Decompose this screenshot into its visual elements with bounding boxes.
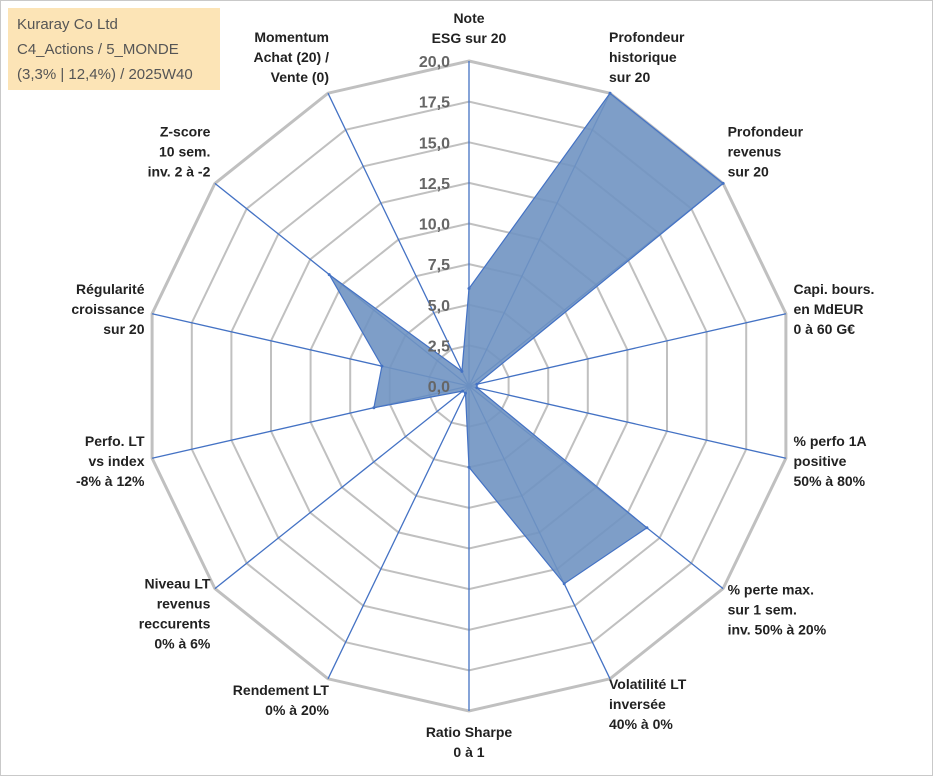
axis-label-line: Profondeur: [609, 29, 685, 45]
axis-line-9: [214, 385, 470, 590]
axis-label-line: Momentum: [254, 29, 329, 45]
axis-label-line: inversée: [609, 696, 666, 712]
axis-label-line: inv. 2 à -2: [148, 163, 211, 179]
data-point-2: [721, 181, 725, 185]
axis-label-line: Achat (20) /: [254, 49, 330, 65]
tick-label: 15,0: [419, 135, 450, 152]
axis-label-9: Niveau LT revenus reccurents 0% à 6%: [139, 576, 211, 652]
axis-label-line: Niveau LT: [145, 576, 211, 592]
axis-line-3: [468, 313, 787, 387]
axis-label-line: Volatilité LT: [609, 676, 687, 692]
axis-label-line: en MdEUR: [794, 301, 864, 317]
category-label: C4_Actions / 5_MONDE: [17, 41, 179, 58]
series-area: [328, 92, 725, 585]
axis-label-1: Profondeur historique sur 20: [609, 29, 685, 85]
tick-label: 12,5: [419, 176, 450, 193]
data-point-10: [372, 406, 376, 410]
info-box: Kuraray Co Ltd C4_Actions / 5_MONDE (3,3…: [8, 8, 220, 90]
axis-label-line: sur 1 sem.: [728, 602, 797, 618]
axis-label-line: 0% à 6%: [154, 636, 211, 652]
data-point-5: [645, 526, 649, 530]
axis-label-6: Volatilité LT inversée 40% à 0%: [609, 676, 687, 732]
axis-label-line: 0% à 20%: [265, 702, 329, 718]
axis-label-line: Rendement LT: [233, 682, 330, 698]
axis-label-line: 0 à 1: [453, 744, 484, 760]
axis-label-8: Rendement LT 0% à 20%: [233, 682, 330, 718]
axis-label-line: Profondeur: [728, 123, 804, 139]
data-point-8: [464, 391, 467, 395]
radar-series: [327, 91, 725, 586]
axis-label-line: Régularité: [76, 281, 145, 297]
company-name: Kuraray Co Ltd: [17, 16, 118, 33]
axis-label-line: reccurents: [139, 616, 211, 632]
tick-label: 0,0: [428, 379, 450, 396]
axis-label-line: sur 20: [609, 69, 650, 85]
tick-label: 7,5: [428, 257, 450, 274]
data-point-4: [475, 386, 479, 390]
axis-label-3: Capi. bours. en MdEUR 0 à 60 G€: [794, 281, 875, 337]
tick-label: 20,0: [419, 54, 450, 71]
axis-label-line: sur 20: [103, 321, 144, 337]
axis-label-line: historique: [609, 49, 677, 65]
axis-label-line: Perfo. LT: [85, 433, 145, 449]
axis-label-10: Perfo. LT vs index -8% à 12%: [76, 433, 145, 489]
axis-label-line: 0 à 60 G€: [794, 321, 856, 337]
axis-label-line: 40% à 0%: [609, 716, 673, 732]
axis-label-line: Ratio Sharpe: [426, 724, 513, 740]
details-label: (3,3% | 12,4%) / 2025W40: [17, 66, 193, 83]
axis-label-line: vs index: [88, 453, 144, 469]
data-point-11: [380, 364, 384, 368]
axis-label-5: % perte max. sur 1 sem. inv. 50% à 20%: [728, 582, 827, 638]
data-point-9: [461, 389, 465, 393]
axis-label-line: 50% à 80%: [794, 473, 866, 489]
radar-tick-labels: 0,0 2,5 5,0 7,5 10,0 12,5 15,0 17,5 20,0: [419, 54, 450, 396]
axis-label-4: % perfo 1A positive 50% à 80%: [794, 433, 867, 489]
data-point-7: [467, 465, 471, 469]
axis-label-line: Capi. bours.: [794, 281, 875, 297]
axis-label-line: % perte max.: [728, 582, 814, 598]
axis-label-7: Ratio Sharpe 0 à 1: [426, 724, 513, 760]
axis-label-11: Régularité croissance sur 20: [71, 281, 144, 337]
axis-label-13: Momentum Achat (20) / Vente (0): [254, 29, 330, 85]
tick-label: 10,0: [419, 217, 450, 234]
axis-label-line: inv. 50% à 20%: [728, 622, 827, 638]
tick-label: 2,5: [428, 338, 450, 355]
axis-label-line: croissance: [71, 301, 144, 317]
data-point-6: [562, 582, 566, 586]
tick-label: 17,5: [419, 95, 450, 112]
data-point-12: [327, 273, 331, 277]
data-point-0: [467, 287, 471, 290]
axis-label-line: Note: [453, 10, 484, 26]
axis-label-line: revenus: [728, 143, 782, 159]
data-point-3: [475, 382, 479, 386]
axis-label-line: Vente (0): [271, 69, 329, 85]
axis-label-12: Z-score 10 sem. inv. 2 à -2: [148, 123, 211, 179]
data-point-13: [460, 369, 464, 373]
axis-line-8: [327, 385, 470, 680]
axis-line-4: [468, 385, 787, 459]
axis-label-line: positive: [794, 453, 847, 469]
data-point-1: [608, 91, 612, 95]
axis-label-line: % perfo 1A: [794, 433, 867, 449]
radar-axis-labels: Note ESG sur 20 Profondeur historique sur 20…: [71, 10, 874, 760]
axis-label-line: Z-score: [160, 123, 211, 139]
axis-label-line: ESG sur 20: [432, 30, 507, 46]
axis-label-line: sur 20: [728, 163, 769, 179]
axis-label-line: revenus: [157, 596, 211, 612]
axis-label-line: 10 sem.: [159, 143, 210, 159]
tick-label: 5,0: [428, 298, 450, 315]
axis-line-13: [327, 92, 470, 387]
axis-label-0: Note ESG sur 20: [432, 10, 507, 46]
axis-label-2: Profondeur revenus sur 20: [728, 123, 804, 179]
axis-label-line: -8% à 12%: [76, 473, 145, 489]
